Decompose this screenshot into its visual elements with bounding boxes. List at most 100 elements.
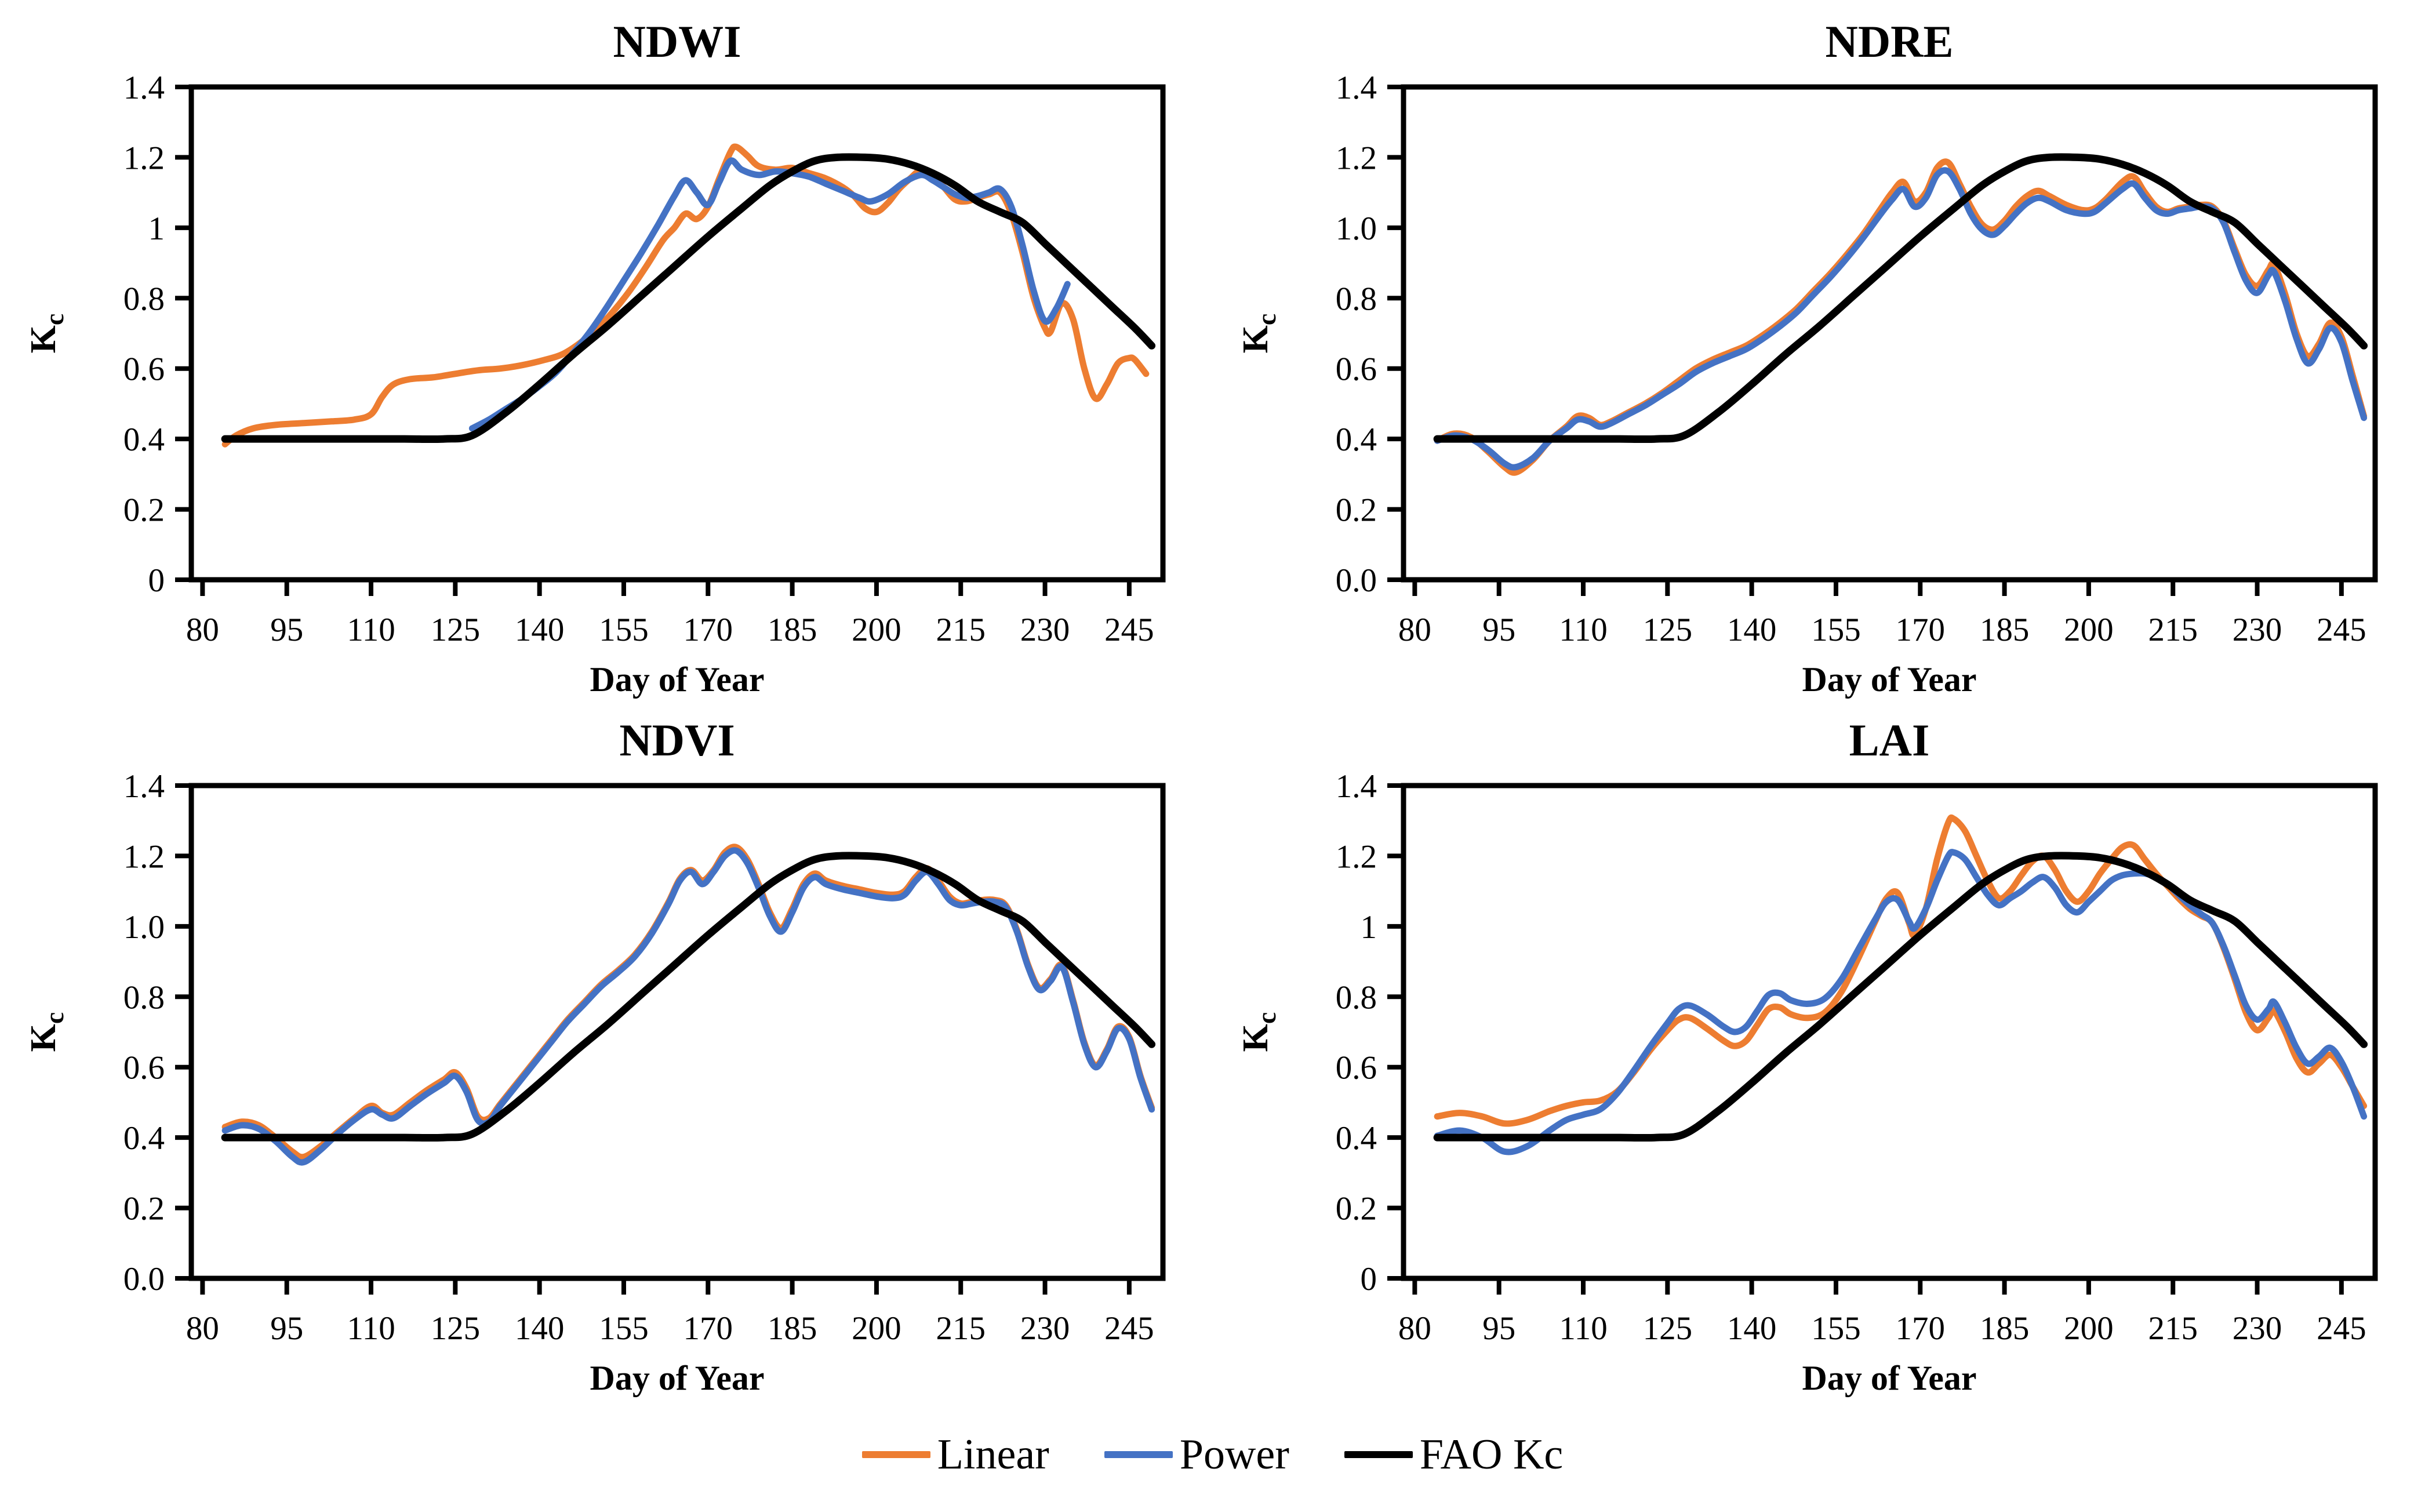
chart-panel-ndre: NDRE 80 95 110 125 140 155 170 185 200 215 230 245 0.… (1212, 0, 2425, 699)
x-tick-label: 230 (2233, 1310, 2282, 1347)
series-line-power (221, 847, 1155, 1166)
y-tick-label: 1.2 (1336, 140, 1377, 176)
y-tick-label: 0.8 (123, 979, 165, 1016)
x-tick-label: 230 (1020, 1310, 1070, 1347)
chart-panel-lai: LAI 80 95 110 125 140 155 170 185 200 215 230 245 0 0.… (1212, 699, 2425, 1397)
fao-kc-line-swatch-icon (1344, 1451, 1413, 1458)
x-tick-label: 215 (2148, 612, 2198, 648)
y-tick-label: 0 (148, 562, 165, 599)
linear-line-swatch-icon (861, 1451, 930, 1458)
y-tick-label: 0.2 (1336, 1191, 1377, 1227)
x-axis-title: Day of Year (1802, 1359, 1976, 1397)
y-tick-label: 1.4 (123, 768, 165, 805)
y-axis-title: Kc (1236, 314, 1281, 354)
y-tick-label: 0.8 (1336, 281, 1377, 317)
x-tick-label: 200 (852, 1310, 901, 1347)
x-tick-label: 170 (683, 1310, 733, 1347)
y-tick-label: 0.6 (1336, 351, 1377, 388)
x-tick-label: 110 (1559, 1310, 1607, 1347)
plot-border (1401, 84, 2378, 583)
x-tick-label: 125 (431, 612, 481, 648)
legend-label-linear: Linear (937, 1431, 1049, 1478)
x-tick-label: 185 (768, 612, 817, 648)
x-tick-label: 215 (936, 1310, 986, 1347)
x-tick-label: 80 (1398, 612, 1431, 648)
x-tick-label: 110 (347, 1310, 395, 1347)
chart-panel-ndvi: NDVI 80 95 110 125 140 155 170 185 200 215 230 245 0.… (0, 699, 1212, 1397)
y-tick-label: 0.0 (1336, 562, 1377, 599)
y-tick-label: 0.2 (123, 492, 165, 529)
x-tick-label: 170 (1896, 1310, 1946, 1347)
chart-title: NDRE (1825, 16, 1953, 67)
x-tick-label: 215 (2148, 1310, 2198, 1347)
chart-title: NDVI (619, 715, 735, 765)
x-tick-label: 230 (1020, 612, 1070, 648)
x-tick-label: 200 (2064, 1310, 2114, 1347)
series-line-fao-kc (1433, 153, 2368, 444)
y-axis-title: Kc (1236, 1012, 1281, 1052)
y-tick-label: 1 (1361, 909, 1377, 946)
x-tick-label: 95 (270, 1310, 303, 1347)
x-tick-label: 140 (1727, 612, 1777, 648)
chart-ndre: NDRE 80 95 110 125 140 155 170 185 200 215 230 245 0.… (1236, 16, 2378, 699)
x-tick-label: 155 (599, 612, 649, 648)
y-tick-label: 1 (148, 210, 165, 247)
x-tick-label: 155 (1811, 1310, 1861, 1347)
plot-border (188, 783, 1166, 1281)
x-tick-label: 200 (2064, 612, 2114, 648)
chart-ndvi: NDVI 80 95 110 125 140 155 170 185 200 215 230 245 0.… (24, 715, 1166, 1397)
chart-lai: LAI 80 95 110 125 140 155 170 185 200 215 230 245 0 0.… (1236, 715, 2378, 1397)
x-axis-title: Day of Year (590, 1359, 764, 1397)
legend-item-linear: Linear (861, 1431, 1049, 1478)
x-tick-label: 95 (1482, 612, 1515, 648)
y-tick-label: 0 (1361, 1261, 1377, 1297)
y-axis-title: Kc (24, 1012, 69, 1052)
y-tick-label: 0.8 (123, 281, 165, 317)
y-tick-label: 0.4 (1336, 1120, 1377, 1157)
plot-border (1401, 783, 2378, 1281)
series-line-fao-kc (1433, 852, 2368, 1142)
y-tick-label: 0.0 (123, 1261, 165, 1297)
x-tick-label: 170 (683, 612, 733, 648)
x-tick-label: 215 (936, 612, 986, 648)
x-tick-label: 110 (347, 612, 395, 648)
x-tick-label: 245 (1104, 1310, 1154, 1347)
y-tick-label: 0.2 (123, 1191, 165, 1227)
legend-label-power: Power (1179, 1431, 1289, 1478)
x-tick-label: 245 (2317, 1310, 2366, 1347)
series-line-linear (221, 143, 1150, 448)
x-tick-label: 200 (852, 612, 901, 648)
y-tick-label: 1.4 (123, 70, 165, 106)
x-tick-label: 155 (1811, 612, 1861, 648)
legend: Linear Power FAO Kc (0, 1397, 2425, 1512)
series-line-fao-kc (221, 852, 1156, 1142)
chart-title: LAI (1849, 715, 1930, 765)
x-tick-label: 185 (1980, 612, 2030, 648)
series-line-linear (1434, 814, 2368, 1127)
plot-border (188, 84, 1166, 583)
y-tick-label: 0.2 (1336, 492, 1377, 529)
x-tick-label: 245 (1104, 612, 1154, 648)
y-tick-label: 0.8 (1336, 979, 1377, 1016)
y-tick-label: 0.4 (123, 1120, 165, 1157)
legend-item-power: Power (1104, 1433, 1289, 1476)
x-tick-label: 155 (599, 1310, 649, 1347)
x-tick-label: 170 (1896, 612, 1946, 648)
x-tick-label: 125 (1643, 1310, 1693, 1347)
y-tick-label: 0.6 (123, 351, 165, 388)
x-tick-label: 125 (431, 1310, 481, 1347)
y-tick-label: 1.0 (1336, 210, 1377, 247)
series-line-power (1434, 849, 2368, 1155)
chart-ndwi: NDWI 80 95 110 125 140 155 170 185 200 215 230 245 0 0… (24, 16, 1166, 699)
y-axis-title: Kc (24, 314, 69, 354)
x-tick-label: 110 (1559, 612, 1607, 648)
x-tick-label: 95 (270, 612, 303, 648)
x-tick-label: 80 (186, 612, 219, 648)
y-tick-label: 1.4 (1336, 70, 1377, 106)
x-tick-label: 230 (2233, 612, 2282, 648)
y-tick-label: 1.0 (123, 909, 165, 946)
x-tick-label: 245 (2317, 612, 2366, 648)
y-tick-label: 1.2 (123, 140, 165, 176)
y-tick-label: 1.4 (1336, 768, 1377, 805)
